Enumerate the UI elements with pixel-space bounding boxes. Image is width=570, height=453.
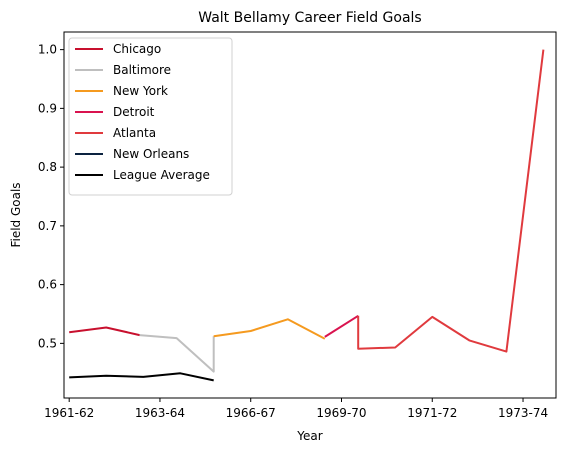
legend-label-new-york: New York (113, 84, 168, 98)
series-line-detroit (324, 314, 359, 338)
x-tick-label: 1969-70 (316, 406, 366, 420)
y-axis-ticks: 0.5 0.6 0.7 0.8 0.9 1.0 (38, 43, 64, 350)
x-tick-label: 1973-74 (498, 406, 548, 420)
legend-box (68, 37, 233, 196)
legend-label-chicago: Chicago (113, 42, 161, 56)
x-tick-label: 1961-62 (44, 406, 94, 420)
plot-frame (63, 31, 557, 399)
y-tick-label: 0.9 (38, 101, 57, 115)
legend-label-baltimore: Baltimore (113, 63, 171, 77)
x-tick-label: 1966-67 (226, 406, 276, 420)
x-tick-label: 1971-72 (407, 406, 457, 420)
series-line-chicago (69, 326, 140, 337)
x-tick-label: 1963-64 (135, 406, 185, 420)
y-tick-label: 0.5 (38, 336, 57, 350)
chart-title: Walt Bellamy Career Field Goals (198, 10, 421, 26)
x-axis-label: Year (296, 429, 322, 443)
series-line-league-average (69, 372, 214, 382)
y-tick-label: 0.7 (38, 219, 57, 233)
series-line-atlanta (357, 49, 545, 353)
y-axis-label: Field Goals (9, 182, 23, 247)
x-axis-ticks: 1961-62 1963-64 1966-67 1969-70 1971-72 1973-… (44, 398, 548, 420)
legend-label-atlanta: Atlanta (113, 126, 156, 140)
series-line-baltimore (139, 334, 215, 373)
legend-label-detroit: Detroit (113, 105, 155, 119)
y-tick-label: 0.6 (38, 278, 57, 292)
series-line-new-york (213, 318, 326, 340)
series-layer (69, 49, 545, 382)
legend-label-new-orleans: New Orleans (113, 147, 189, 161)
legend: Chicago Baltimore New York Detroit Atlanta Ne… (68, 37, 233, 196)
y-tick-label: 0.8 (38, 160, 57, 174)
y-tick-label: 1.0 (38, 43, 57, 57)
legend-label-league-average: League Average (113, 168, 210, 182)
